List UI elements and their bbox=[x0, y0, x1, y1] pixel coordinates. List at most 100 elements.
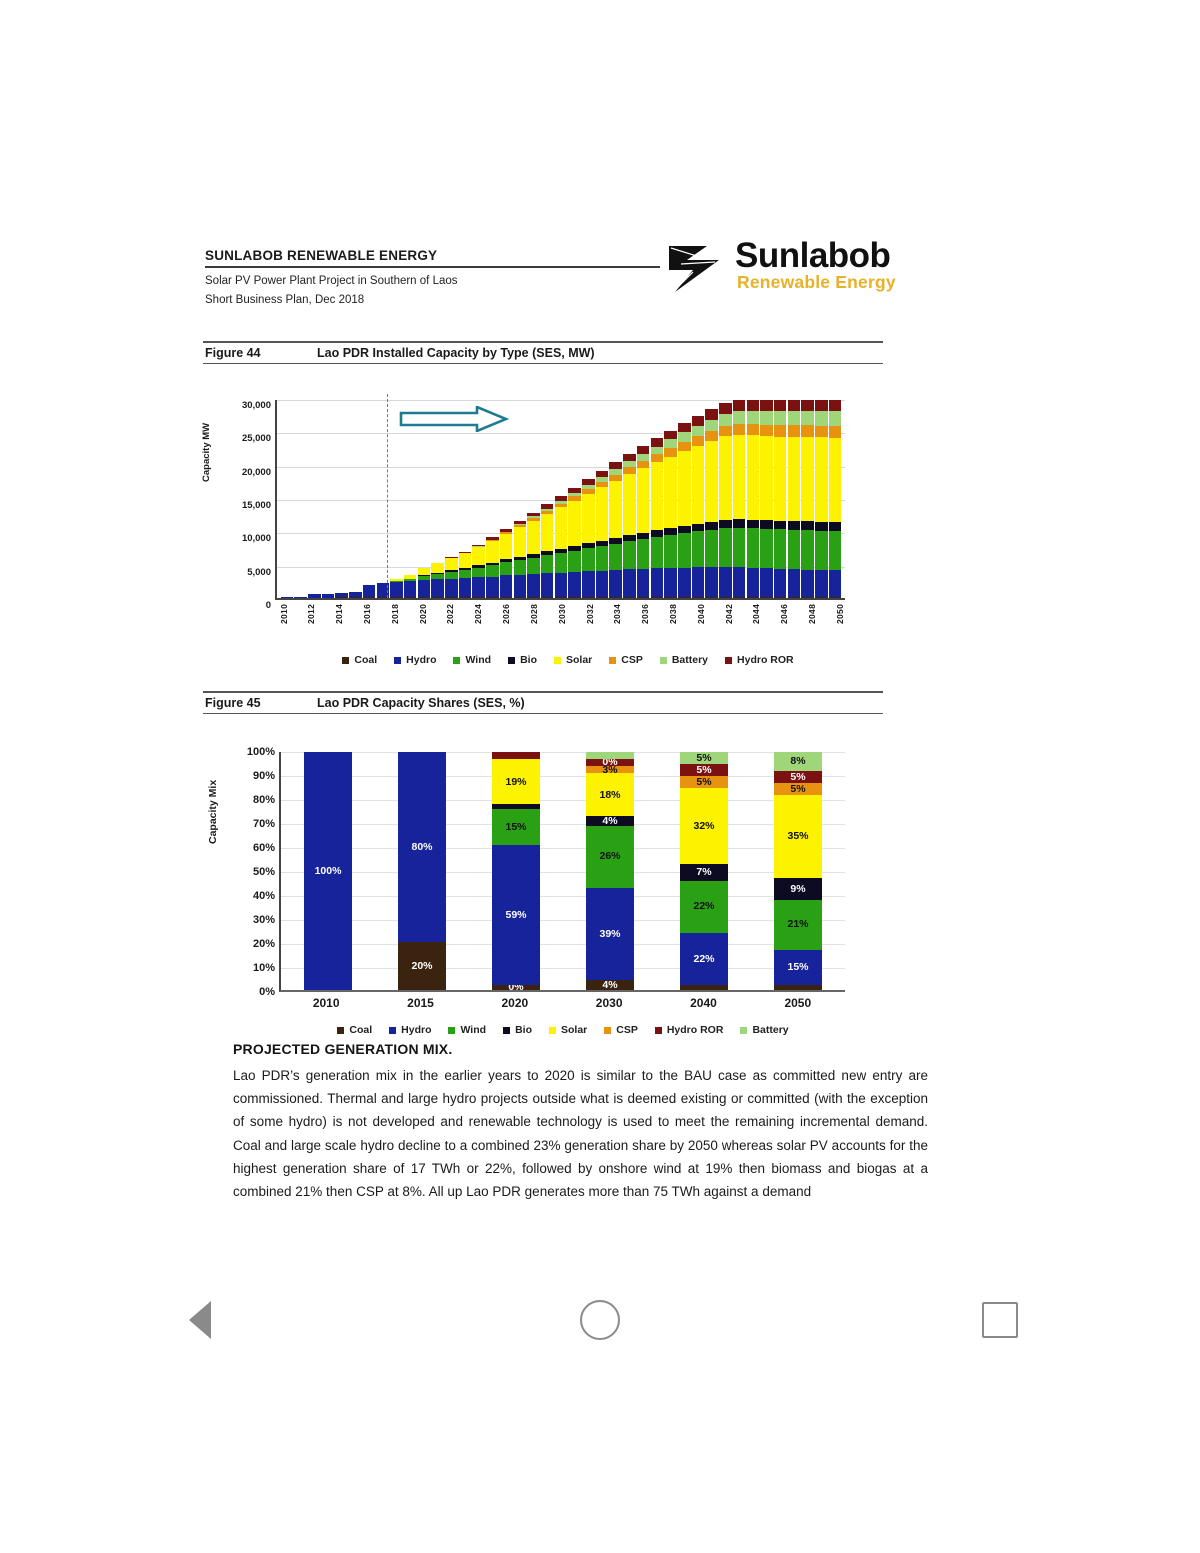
legend-label: Coal bbox=[354, 654, 378, 666]
bar-segment-battery bbox=[828, 411, 842, 426]
bar-segment-bio bbox=[527, 554, 540, 558]
bar-segment-solar: 19% bbox=[492, 759, 540, 805]
stacked-bar bbox=[499, 400, 513, 598]
bar-segment-wind bbox=[582, 548, 595, 572]
stacked-bar bbox=[650, 400, 664, 598]
legend-item-coal: Coal bbox=[337, 1024, 372, 1036]
bar-segment-hydro bbox=[294, 596, 307, 598]
bar-segment-hydro-ror bbox=[554, 496, 568, 501]
bar-segment-wind bbox=[499, 562, 513, 576]
bar-segment-hydro-ror bbox=[568, 487, 581, 493]
legend-label: Wind bbox=[460, 1024, 487, 1036]
figure-44-rule-top bbox=[203, 341, 883, 343]
gridline bbox=[281, 800, 845, 801]
bar-segment-battery bbox=[677, 432, 691, 442]
bar-segment-coal bbox=[664, 597, 677, 598]
stacked-bar bbox=[568, 400, 581, 598]
bar-segment-solar bbox=[390, 579, 403, 582]
x-tick-label bbox=[320, 604, 333, 654]
bar-segment-solar: 32% bbox=[680, 787, 728, 864]
gridline bbox=[281, 920, 845, 921]
stacked-bar bbox=[636, 400, 650, 598]
header-subtitle-2: Short Business Plan, Dec 2018 bbox=[205, 293, 365, 306]
bar-segment-hydro-ror bbox=[719, 402, 732, 414]
figure-45-number: Figure 45 bbox=[205, 695, 261, 710]
bar-segment-csp bbox=[719, 425, 732, 437]
gridline bbox=[281, 824, 845, 825]
bar-segment-csp bbox=[773, 424, 787, 437]
stacked-bar bbox=[458, 400, 472, 598]
bar-segment-wind bbox=[760, 528, 773, 569]
bar-segment-wind bbox=[664, 535, 677, 569]
legend-label: Solar bbox=[565, 654, 593, 666]
x-tick-label bbox=[348, 604, 361, 654]
logo-wordmark: Sunlabob bbox=[735, 236, 891, 275]
x-tick-label bbox=[376, 604, 389, 654]
bar-segment-solar bbox=[486, 541, 499, 563]
legend-swatch-icon bbox=[654, 1026, 662, 1034]
bar-segment-hydro bbox=[335, 592, 348, 598]
bar-segment-hydro bbox=[458, 578, 472, 598]
android-navigation-bar bbox=[0, 1285, 1200, 1355]
nav-home-button[interactable] bbox=[400, 1300, 800, 1340]
bar-segment-coal bbox=[582, 597, 595, 598]
nav-recent-button[interactable] bbox=[800, 1302, 1200, 1338]
bar-segment-battery bbox=[486, 539, 499, 541]
bar-segment-csp bbox=[787, 425, 801, 437]
bar-segment-solar bbox=[458, 553, 472, 569]
stacked-bar bbox=[513, 400, 527, 598]
bar-segment-battery bbox=[609, 468, 622, 475]
bar-segment-battery bbox=[586, 752, 634, 760]
bar-segment-solar bbox=[445, 558, 458, 571]
x-tick-label: 2040 bbox=[690, 996, 717, 1010]
figure-44-title: Lao PDR Installed Capacity by Type (SES,… bbox=[317, 345, 595, 360]
x-tick-label: 2030 bbox=[556, 604, 567, 625]
legend-swatch-icon bbox=[740, 1026, 748, 1034]
bar-segment-hydro bbox=[760, 568, 773, 598]
bar-segment-hydro: 100% bbox=[304, 752, 352, 990]
bar-segment-hydro bbox=[650, 568, 664, 598]
legend-swatch-icon bbox=[389, 1026, 397, 1034]
nav-back-button[interactable] bbox=[0, 1301, 400, 1339]
figure-45-x-ticks: 2010 2015 2020 2030 2040 2050 bbox=[279, 996, 845, 1010]
x-tick-label: 2030 bbox=[595, 996, 623, 1010]
bar-segment-hydro-ror bbox=[732, 400, 746, 412]
x-tick-label: 2040 bbox=[695, 604, 706, 625]
bar-segment-battery bbox=[664, 439, 677, 449]
bar-segment-coal bbox=[417, 597, 431, 598]
bar-segment-coal bbox=[595, 597, 609, 598]
x-tick-label: 2020 bbox=[417, 604, 428, 625]
bar-segment-hydro bbox=[677, 567, 691, 598]
bar-segment-coal bbox=[746, 597, 760, 598]
bar-segment-hydro bbox=[636, 568, 650, 598]
bar-segment-battery bbox=[568, 492, 581, 497]
legend-swatch-icon bbox=[337, 1026, 345, 1034]
bar-segment-solar bbox=[650, 462, 664, 531]
stacked-bar bbox=[760, 399, 773, 598]
figure-44-plot-area bbox=[275, 394, 845, 600]
bar-segment-battery bbox=[732, 411, 746, 424]
bar-segment-csp: 5% bbox=[680, 775, 728, 788]
bar-segment-hydro bbox=[540, 573, 554, 598]
forecast-arrow-icon bbox=[399, 406, 509, 432]
gridline bbox=[277, 466, 845, 468]
bar-segment-battery bbox=[595, 476, 609, 482]
x-tick-label bbox=[598, 604, 611, 654]
bar-segment-hydro-ror bbox=[828, 400, 842, 412]
x-tick-label: 2010 bbox=[278, 604, 289, 625]
bar-segment-wind bbox=[773, 529, 787, 569]
bar-segment-hydro-ror bbox=[472, 544, 485, 547]
x-tick-label bbox=[710, 604, 723, 654]
bar-segment-csp bbox=[650, 454, 664, 463]
stacked-bar bbox=[595, 400, 609, 598]
legend-swatch-icon bbox=[553, 656, 561, 664]
stacked-bar bbox=[445, 400, 458, 598]
bar-segment-hydro bbox=[705, 567, 718, 598]
gridline bbox=[281, 944, 845, 945]
bar-segment-coal bbox=[801, 597, 814, 598]
gridline bbox=[281, 968, 845, 969]
bar-segment-wind: 22% bbox=[680, 880, 728, 933]
bar-segment-hydro bbox=[787, 569, 801, 598]
bar-segment-coal bbox=[650, 597, 664, 598]
bar-segment-hydro-ror bbox=[650, 438, 664, 447]
